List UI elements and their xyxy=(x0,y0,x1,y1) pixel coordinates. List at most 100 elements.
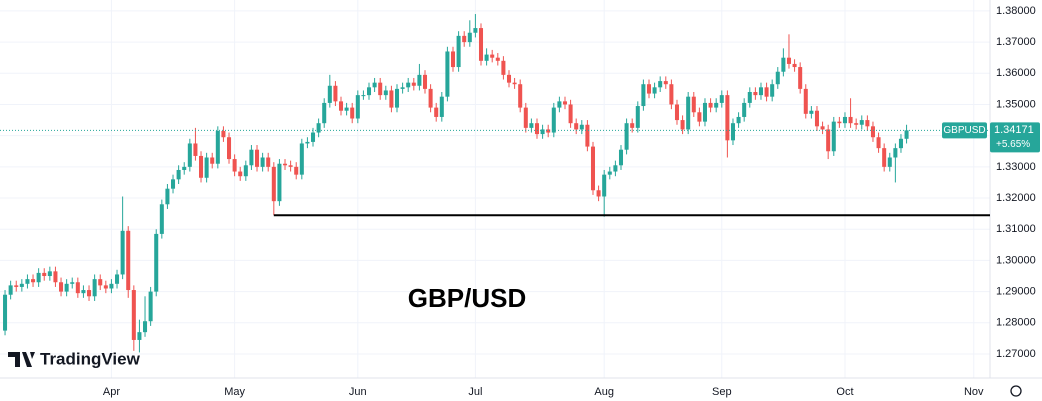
x-tick-label: Sep xyxy=(712,386,732,398)
candle-body xyxy=(338,101,344,111)
candle-body xyxy=(283,163,288,166)
candle-body xyxy=(725,95,730,141)
logo-text: TradingView xyxy=(40,349,141,368)
candle-body xyxy=(490,54,495,58)
candle-body xyxy=(859,120,864,125)
candle-body xyxy=(781,57,786,72)
candle-body xyxy=(120,230,125,275)
y-tick-label: 1.37000 xyxy=(996,36,1036,48)
candle-body xyxy=(333,85,338,102)
candle-body xyxy=(53,271,58,283)
candle-body xyxy=(131,290,136,340)
candle-body xyxy=(590,146,596,191)
y-tick-label: 1.33000 xyxy=(996,161,1036,173)
y-tick-label: 1.32000 xyxy=(996,192,1036,204)
candle-body xyxy=(512,82,517,85)
candle-body xyxy=(652,87,657,94)
candle-body xyxy=(674,104,680,121)
settings-button[interactable] xyxy=(1010,385,1022,397)
y-tick-label: 1.27000 xyxy=(996,348,1036,360)
candle-body xyxy=(378,82,383,96)
candle-body xyxy=(546,129,551,133)
logo: TradingView xyxy=(8,349,141,368)
candle-body xyxy=(450,51,456,68)
candle-body xyxy=(870,126,875,138)
candle-body xyxy=(714,102,719,108)
candle-body xyxy=(663,81,668,85)
candle-body xyxy=(271,166,276,202)
candle-body xyxy=(501,60,506,75)
candle-body xyxy=(742,102,747,117)
candle-body xyxy=(691,96,696,113)
candle-body xyxy=(383,90,388,96)
candle-body xyxy=(630,123,635,128)
candle-body xyxy=(719,95,724,103)
candle-body xyxy=(372,82,377,88)
candle-body xyxy=(484,54,489,61)
settings-icon[interactable] xyxy=(1010,385,1022,397)
candle-body xyxy=(70,282,75,284)
candle-body xyxy=(221,130,226,138)
candle-body xyxy=(227,137,232,160)
candle-body xyxy=(98,279,103,286)
candle-body xyxy=(187,143,192,167)
candle-body xyxy=(182,166,187,170)
candle-body xyxy=(854,123,859,125)
candle-body xyxy=(456,35,461,68)
candle-body xyxy=(350,107,355,119)
candle-body xyxy=(478,28,484,61)
candle-body xyxy=(882,148,887,167)
candle-body xyxy=(898,138,903,149)
candle-body xyxy=(148,291,153,322)
candle-body xyxy=(798,67,803,89)
candle-body xyxy=(680,120,685,130)
candle-body xyxy=(669,84,674,105)
candle-body xyxy=(534,123,540,135)
candle-body xyxy=(310,132,316,142)
candle-body xyxy=(506,74,512,83)
price-label: 1.34171 xyxy=(994,124,1034,136)
candle-body xyxy=(47,271,52,277)
y-tick-label: 1.28000 xyxy=(996,317,1036,329)
x-tick-label: Aug xyxy=(594,386,614,398)
grid xyxy=(0,0,990,378)
candle-body xyxy=(467,32,472,43)
candle-body xyxy=(831,121,836,152)
candle-body xyxy=(115,274,120,284)
y-tick-label: 1.31000 xyxy=(996,223,1036,235)
candle-body xyxy=(887,157,892,167)
candle-body xyxy=(523,107,528,128)
candle-body xyxy=(730,123,735,141)
candle-body xyxy=(842,116,847,124)
candle-body xyxy=(434,107,439,117)
candle-body xyxy=(658,81,663,88)
candle-body xyxy=(266,157,271,167)
candle-body xyxy=(260,157,265,167)
candle-body xyxy=(562,101,568,105)
candle-body xyxy=(199,155,204,178)
candle-body xyxy=(327,85,332,103)
candle-body xyxy=(59,282,64,292)
candle-body xyxy=(775,71,780,85)
candle-body xyxy=(624,123,629,150)
candle-body xyxy=(159,204,164,234)
candle-body xyxy=(126,230,131,291)
candle-body xyxy=(557,101,562,108)
candle-body xyxy=(809,110,814,114)
candle-body xyxy=(394,88,400,108)
candle-body xyxy=(803,88,808,114)
y-tick-label: 1.35000 xyxy=(996,98,1036,110)
x-tick-label: Jul xyxy=(468,386,482,398)
candle-body xyxy=(540,129,545,135)
candle-body xyxy=(758,87,763,96)
y-tick-label: 1.38000 xyxy=(996,5,1036,17)
candle-body xyxy=(137,332,142,340)
candle-body xyxy=(529,123,534,128)
candle-body xyxy=(646,84,652,94)
candle-body xyxy=(299,143,304,175)
candle-body xyxy=(75,282,80,294)
candle-body xyxy=(635,106,640,128)
candle-body xyxy=(81,290,86,294)
candle-body xyxy=(87,290,92,297)
